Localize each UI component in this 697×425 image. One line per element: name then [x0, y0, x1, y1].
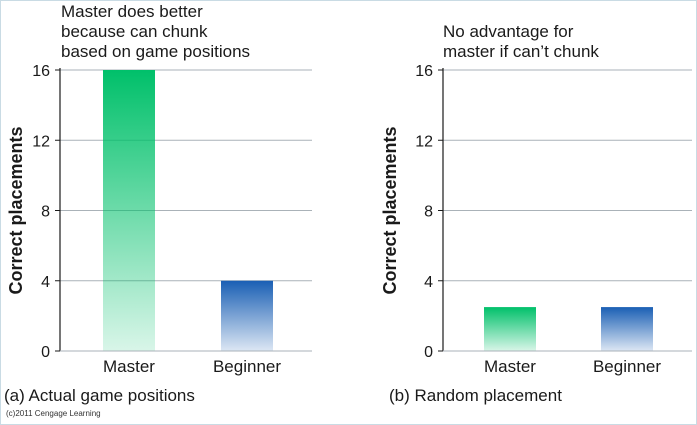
chart-b-y-tick-label: 8 [424, 204, 433, 221]
chart-b-y-axis-title: Correct placements [380, 126, 400, 294]
chart-a-bar-beginner [221, 280, 273, 351]
chart-panel-b: 0 4 8 12 16 Master Beginner Correct placements … [348, 0, 697, 425]
chart-a-y-tick-label: 16 [32, 63, 50, 80]
chart-b-x-category-label: Beginner [593, 357, 661, 376]
chart-a-bar-master [103, 70, 155, 351]
chart-a-annotation: Master does better because can chunk bas… [61, 2, 251, 61]
chart-b-x-category-label: Master [484, 357, 536, 376]
chart-b-annotation: No advantage for master if can’t chunk [443, 22, 599, 61]
chart-panel-a: 0 4 8 12 16 Master Beginner Correct placements … [0, 0, 348, 425]
chart-a-y-tick-label: 4 [41, 274, 50, 291]
chart-a-y-tick-label: 8 [41, 204, 50, 221]
chart-a-svg: 0 4 8 12 16 Master Beginner Correct placements [6, 63, 312, 376]
chart-b-bar-master [484, 307, 536, 351]
chart-a-y-axis-title: Correct placements [6, 126, 26, 294]
chart-b-y-tick-label: 0 [424, 344, 433, 361]
chart-a-y-tick-label: 12 [32, 133, 50, 150]
chart-a-caption: (a) Actual game positions [4, 386, 195, 405]
chart-b-svg: 0 4 8 12 16 Master Beginner Correct placements [380, 63, 692, 376]
chart-a-x-category-label: Master [103, 357, 155, 376]
chart-a-y-tick-label: 0 [41, 344, 50, 361]
chart-b-caption: (b) Random placement [389, 386, 562, 405]
copyright-notice: (c)2011 Cengage Learning [6, 409, 101, 418]
chart-a-x-category-label: Beginner [213, 357, 281, 376]
chart-b-y-tick-label: 16 [415, 63, 433, 80]
chart-b-y-tick-label: 4 [424, 274, 433, 291]
chart-b-bar-beginner [601, 307, 653, 351]
chart-b-y-tick-label: 12 [415, 133, 433, 150]
